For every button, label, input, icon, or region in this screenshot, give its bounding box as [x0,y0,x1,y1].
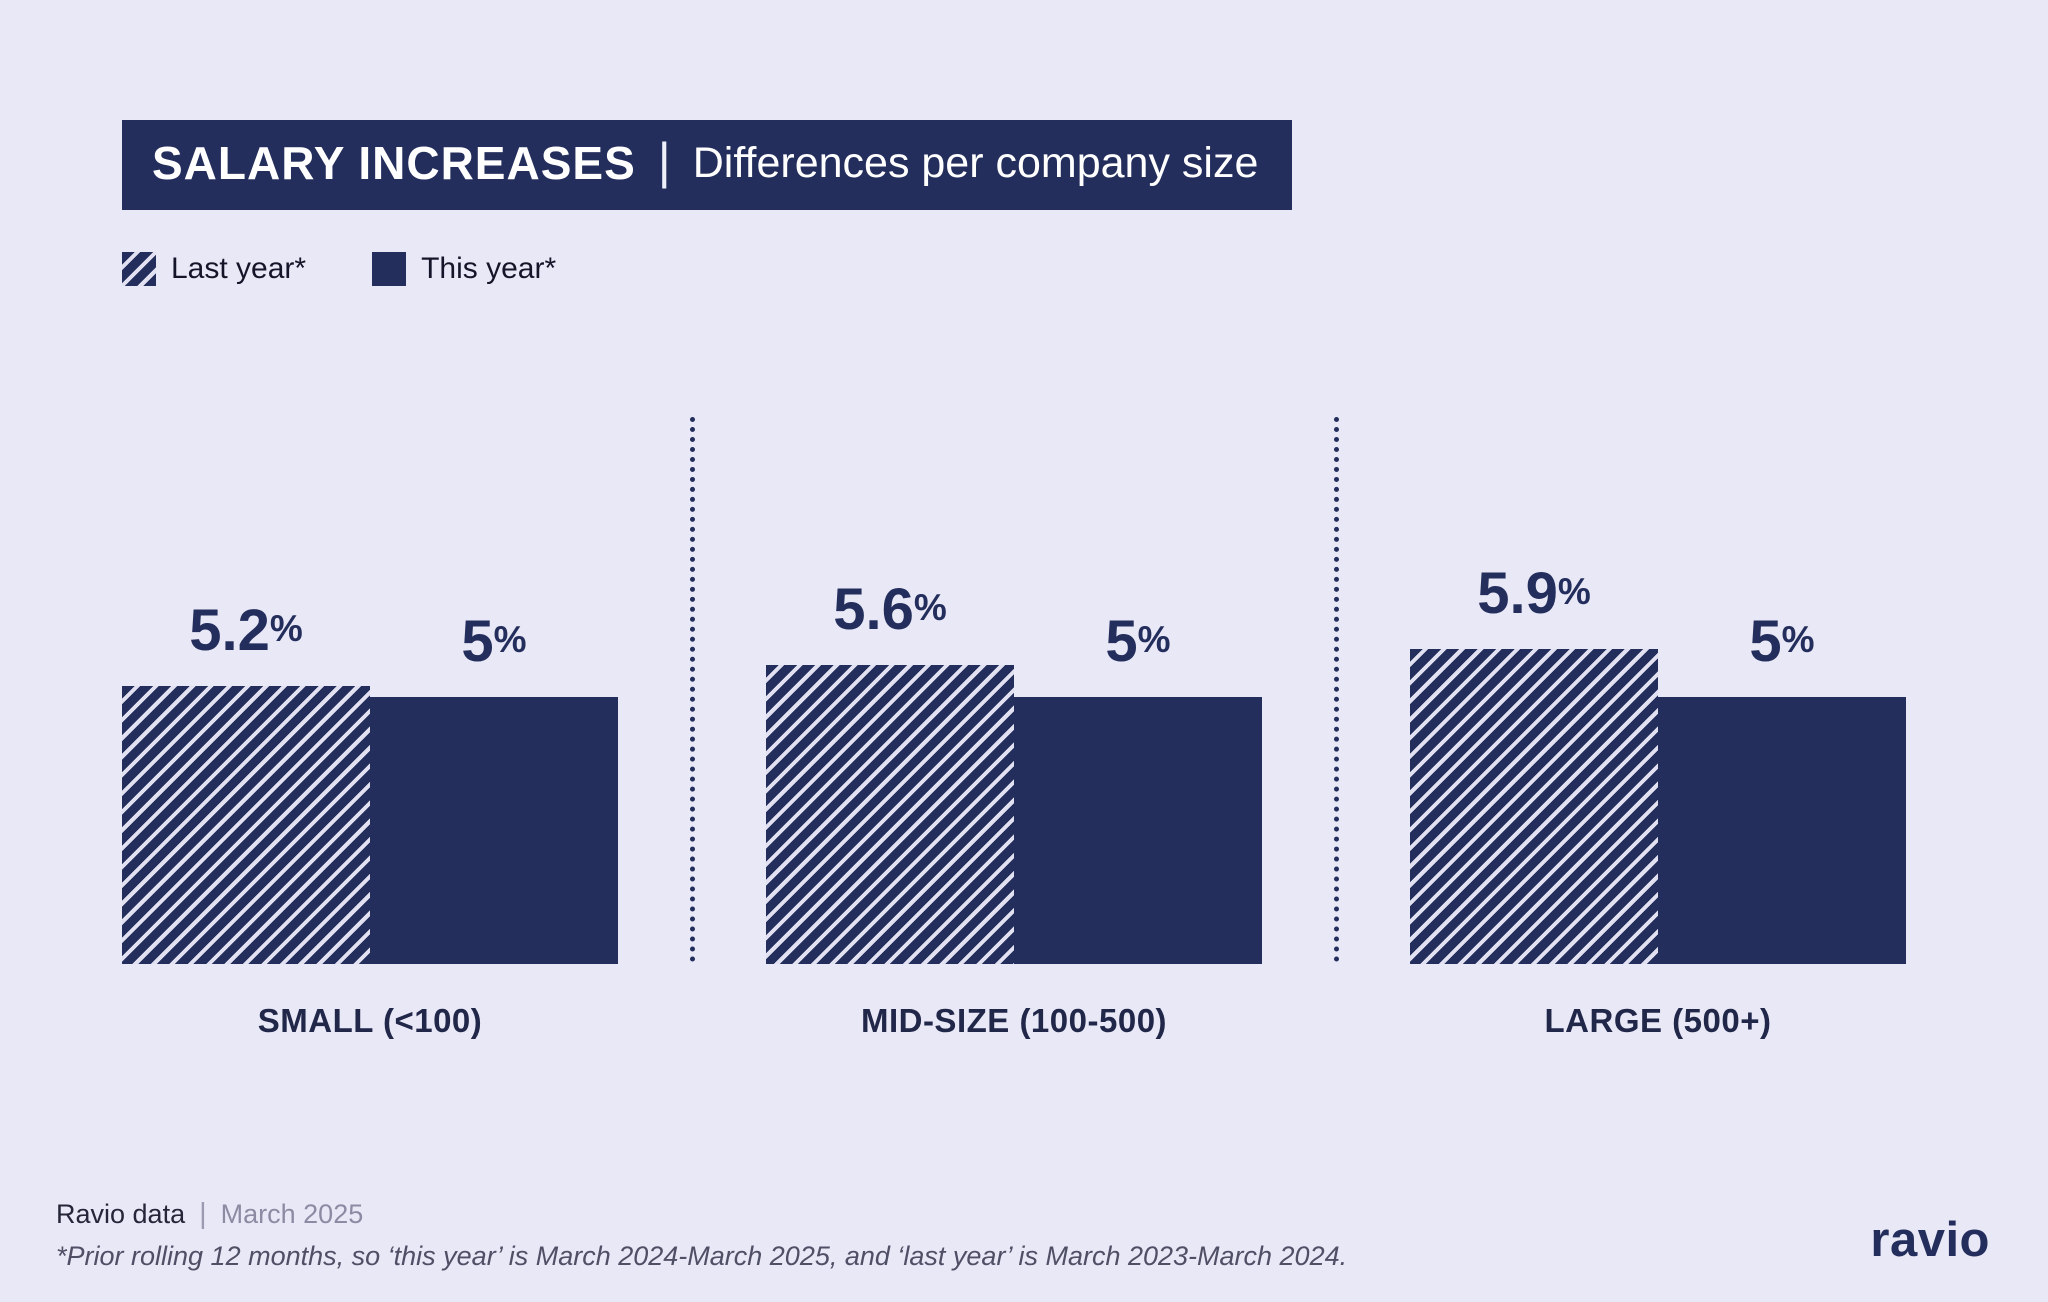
category-label-large: LARGE (500+) [1544,1002,1772,1039]
bar-column-this-year: 5% [1014,608,1262,964]
bar-last-year [122,686,370,964]
bar-value-label: 5.2% [189,597,303,664]
source-line: Ravio data | March 2025 [56,1198,1347,1231]
legend: Last year* This year* [122,252,556,286]
bar-column-this-year: 5% [370,608,618,964]
legend-item-this-year: This year* [372,252,556,286]
footer: Ravio data | March 2025 *Prior rolling 1… [56,1198,1347,1272]
title-divider: | [657,133,671,189]
category-label-small: SMALL (<100) [257,1002,483,1039]
bar-column-last-year: 5.9% [1410,560,1658,964]
bar-pair: 5.2% 5% [122,597,618,964]
bar-this-year [370,697,618,964]
bar-pair: 5.6% 5% [766,576,1262,964]
bar-value-label: 5% [1105,608,1170,675]
bar-column-last-year: 5.6% [766,576,1014,964]
bar-pair: 5.9% 5% [1410,560,1906,964]
bar-last-year [766,665,1014,964]
dotted-divider [1333,417,1339,962]
percent-sign: % [269,608,303,649]
bar-value-number: 5.2 [189,598,270,663]
footnote: *Prior rolling 12 months, so ‘this year’… [56,1241,1348,1271]
source-date: March 2025 [220,1199,364,1229]
chart-title-main: SALARY INCREASES [152,137,636,189]
ravio-logo: ravio [1870,1213,1990,1267]
dotted-divider [689,417,695,962]
bar-value-number: 5 [461,609,494,674]
bar-last-year [1410,649,1658,964]
bar-value-number: 5 [1749,609,1782,674]
source-name: Ravio data [56,1199,186,1229]
bar-value-label: 5% [1749,608,1814,675]
legend-swatch-hatched-icon [122,252,156,286]
source-divider: | [199,1198,207,1230]
chart-group-small: 5.2% 5% SMALL (<100) [122,597,618,1040]
bar-this-year [1658,697,1906,964]
percent-sign: % [493,619,527,660]
chart-title-subtitle: Differences per company size [692,138,1259,187]
bar-column-last-year: 5.2% [122,597,370,964]
chart-group-mid-size: 5.6% 5% MID-SIZE (100-500) [766,576,1262,1040]
legend-item-last-year: Last year* [122,252,306,286]
bar-value-label: 5.6% [833,576,947,643]
bar-chart: 5.2% 5% SMALL (<100) 5.6% 5% [0,417,2048,1040]
bar-value-number: 5.9 [1477,561,1558,626]
bar-column-this-year: 5% [1658,608,1906,964]
bar-value-number: 5.6 [833,577,914,642]
bar-value-label: 5.9% [1477,560,1591,627]
bar-value-label: 5% [461,608,526,675]
legend-swatch-solid-icon [372,252,407,286]
percent-sign: % [1781,619,1815,660]
legend-label-last-year: Last year* [171,252,307,285]
legend-label-this-year: This year* [421,252,557,285]
category-label-mid-size: MID-SIZE (100-500) [860,1002,1168,1039]
chart-group-large: 5.9% 5% LARGE (500+) [1410,560,1906,1040]
percent-sign: % [1137,619,1171,660]
bar-value-number: 5 [1105,609,1138,674]
bar-this-year [1014,697,1262,964]
percent-sign: % [1557,571,1591,612]
percent-sign: % [913,587,947,628]
title-bar: SALARY INCREASES | Differences per compa… [122,120,1293,210]
